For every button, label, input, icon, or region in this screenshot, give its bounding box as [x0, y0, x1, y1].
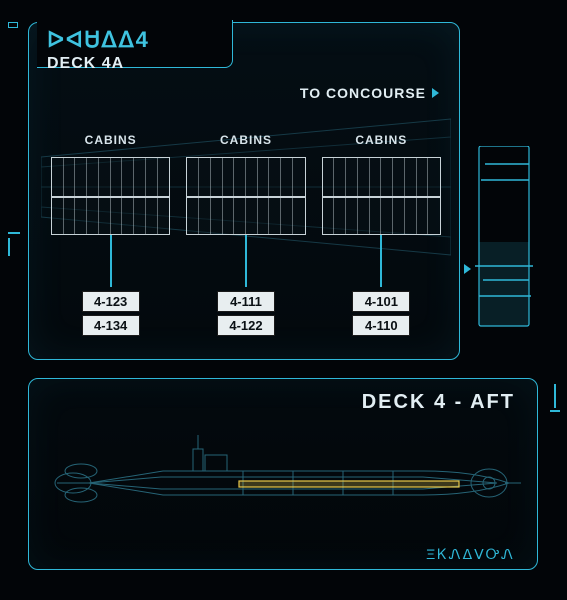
footer-aurebesh: ΞᏦᏁᐃᐯᎤᏁ	[426, 546, 515, 563]
cabin-header: CABINS	[51, 133, 170, 147]
connector-line	[380, 235, 382, 287]
indicator-arrow-icon	[464, 264, 471, 274]
room-range: 4-123 4-134	[82, 291, 140, 336]
connector-line	[245, 235, 247, 287]
concourse-label: TO CONCOURSE	[300, 85, 426, 101]
cabin-group: CABINS 4-123 4-134	[51, 157, 170, 235]
room-range-bottom: 4-110	[352, 315, 410, 336]
hud-tick	[8, 22, 18, 28]
hud-tick	[8, 238, 10, 256]
cabin-grid	[186, 157, 305, 235]
deck-plan-panel: ᐅᐊᏌᐃᐃ4 DECK 4A TO CONCOURSE CABINS 4-123…	[28, 22, 460, 360]
deck-label: DECK 4A	[47, 55, 124, 73]
deck-aft-panel: DECK 4 - AFT ΞᏦᏁᐃᐯᎤᏁ	[28, 378, 538, 570]
cabin-grid	[51, 157, 170, 235]
room-range-top: 4-101	[352, 291, 410, 312]
room-range-bottom: 4-134	[82, 315, 140, 336]
concourse-link[interactable]: TO CONCOURSE	[300, 85, 439, 101]
hud-tick	[8, 232, 20, 234]
cabins-row: CABINS 4-123 4-134 CABINS 4-111 4-122	[51, 157, 441, 235]
connector-line	[110, 235, 112, 287]
cabin-grid	[322, 157, 441, 235]
deck-aurebesh: ᐅᐊᏌᐃᐃ4	[47, 27, 150, 53]
room-range: 4-111 4-122	[217, 291, 275, 336]
ship-schematic	[43, 431, 525, 535]
hud-tick	[550, 410, 560, 412]
deck-aft-title: DECK 4 - AFT	[362, 391, 515, 414]
cabin-header: CABINS	[322, 133, 441, 147]
cabin-group: CABINS 4-111 4-122	[186, 157, 305, 235]
side-indicator-panel	[475, 146, 533, 328]
cabin-group: CABINS 4-101 4-110	[322, 157, 441, 235]
room-range-bottom: 4-122	[217, 315, 275, 336]
hud-tick	[554, 384, 556, 408]
chevron-right-icon	[432, 88, 439, 98]
room-range: 4-101 4-110	[352, 291, 410, 336]
room-range-top: 4-111	[217, 291, 275, 312]
room-range-top: 4-123	[82, 291, 140, 312]
cabin-header: CABINS	[186, 133, 305, 147]
